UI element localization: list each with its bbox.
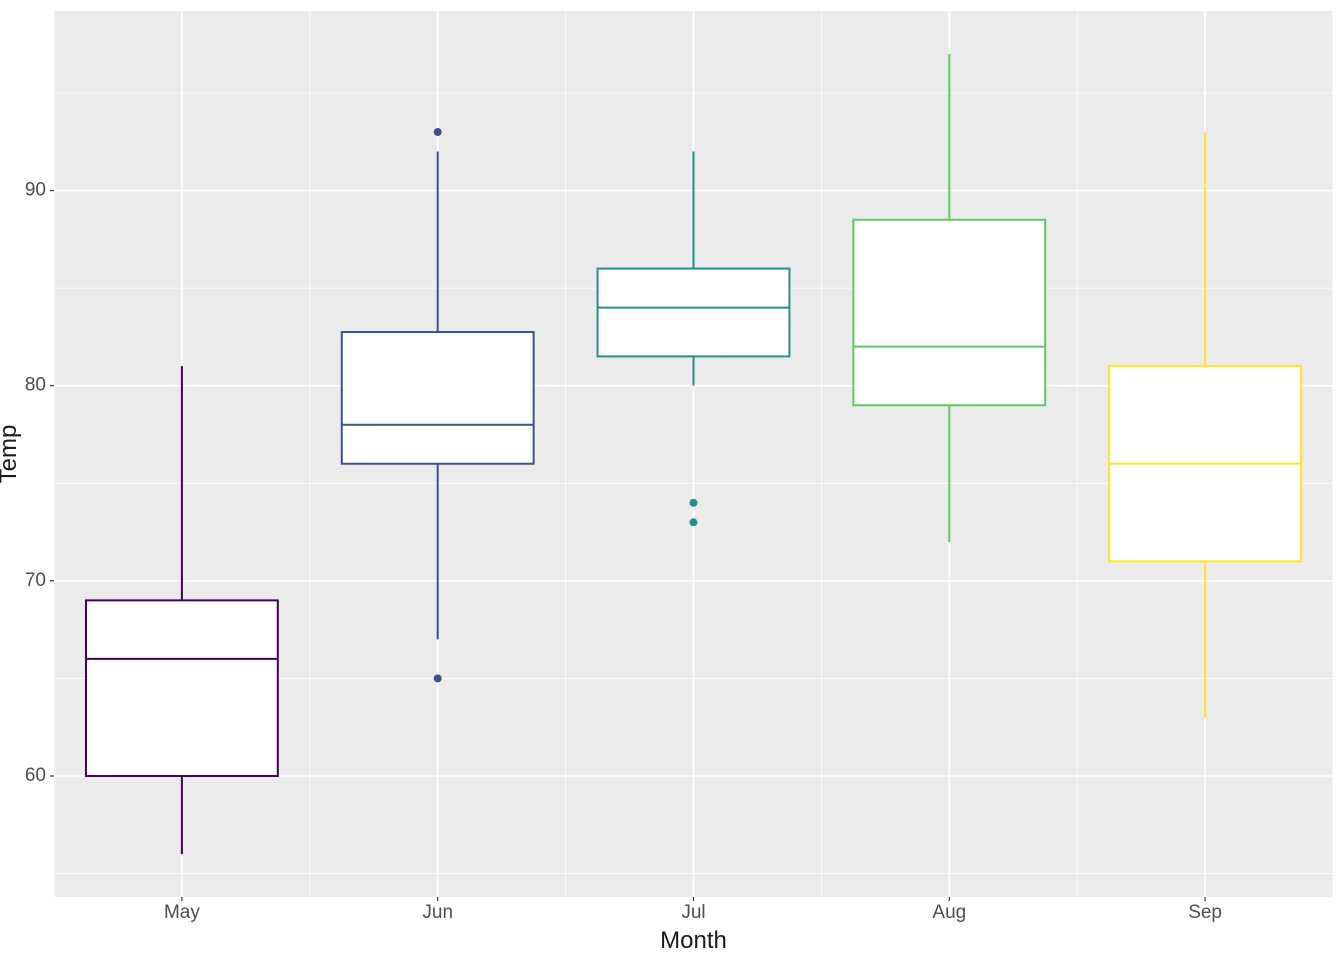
outlier-point xyxy=(690,499,698,507)
x-axis-title: Month xyxy=(660,927,727,954)
x-tick-label: Jun xyxy=(422,902,453,923)
y-tick-label: 80 xyxy=(25,375,46,396)
box xyxy=(342,332,534,464)
x-tick-label: May xyxy=(164,902,200,923)
x-tick-label: Sep xyxy=(1188,902,1222,923)
box xyxy=(853,220,1045,405)
y-tick-label: 90 xyxy=(25,180,46,201)
y-axis-title: Temp xyxy=(0,425,22,484)
boxplot-chart: 60 70 80 90 May Jun Jul Aug Sep Temp Month xyxy=(0,0,1344,960)
y-tick-label: 70 xyxy=(25,570,46,591)
box xyxy=(598,269,790,357)
outlier-point xyxy=(690,518,698,526)
outlier-point xyxy=(434,128,442,136)
y-tick-label: 60 xyxy=(25,765,46,786)
x-tick-label: Jul xyxy=(681,902,705,923)
outlier-point xyxy=(434,674,442,682)
box xyxy=(86,600,278,776)
x-tick-label: Aug xyxy=(932,902,966,923)
